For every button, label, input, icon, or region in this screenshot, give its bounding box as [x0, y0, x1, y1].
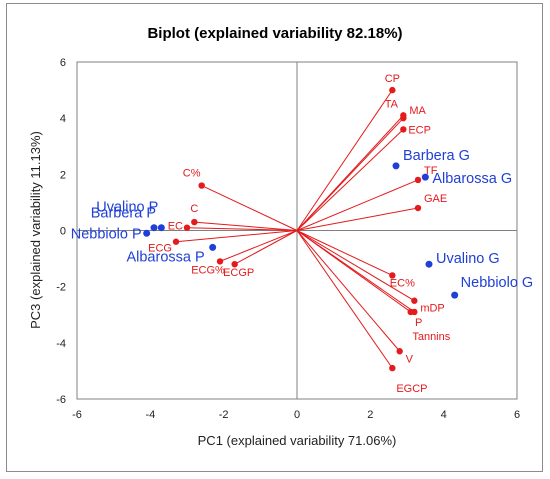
variable-label: CP	[385, 73, 400, 85]
observation-label: Nebbiolo P	[71, 226, 142, 242]
vector-tip-c	[191, 218, 198, 226]
vector-tip-ecg-	[216, 258, 224, 265]
x-tick-label: 0	[294, 409, 300, 421]
x-tick-label: 2	[367, 409, 373, 421]
vector-tip-tf	[414, 176, 422, 184]
observation-label: Uvalino G	[436, 251, 500, 267]
vector-tip-ma	[400, 114, 407, 122]
variable-vectors: CP TA MA ECP TF GAE C% C EC ECG ECG%ECGP EC% mDP P Tan…	[148, 73, 451, 395]
vector-ec-	[296, 230, 393, 276]
variable-label: C	[190, 203, 198, 215]
observation-point-albarossa-p	[209, 243, 217, 251]
vector-tip-v	[396, 348, 403, 355]
x-tick-label: -6	[72, 409, 82, 421]
vector-tip-cp	[389, 86, 396, 94]
chart-frame	[6, 3, 543, 472]
variable-label: ECG%	[191, 264, 225, 276]
vector-cp	[296, 89, 393, 231]
vector-tip-ec	[183, 224, 191, 231]
vector-tip-ecgp	[231, 261, 238, 268]
variable-label: EC%	[390, 277, 415, 289]
vector-c-	[201, 185, 298, 231]
vector-tip-gae	[414, 204, 422, 212]
variable-label: ECG	[148, 243, 172, 255]
x-tick-label: -4	[145, 409, 155, 421]
observation-point-uvalino-g	[425, 260, 433, 268]
observation-label: Albarossa G	[432, 171, 512, 187]
vector-c	[194, 221, 298, 231]
variable-label: EC	[168, 221, 183, 233]
y-tick-label: -2	[56, 282, 66, 294]
vector-tip-tannins	[411, 308, 418, 316]
vector-egcp	[296, 230, 393, 369]
vector-ecg	[175, 230, 298, 243]
vector-ecp	[296, 129, 404, 231]
vector-tip-ecg	[172, 238, 180, 245]
y-tick-label: -4	[56, 338, 66, 350]
observation-label: Albarossa P	[126, 249, 204, 265]
x-tick-label: -2	[219, 409, 229, 421]
vector-ma	[296, 117, 404, 231]
vector-v	[296, 230, 401, 352]
observation-point-nebbiolo-g	[451, 291, 459, 299]
observation-label: Barbera P	[91, 206, 156, 222]
observation-point-albarossa-g	[421, 173, 429, 181]
observation-point-uvalino-p	[157, 224, 165, 232]
y-axis-title: PC3 (explained variability 11.13%)	[28, 131, 43, 329]
variable-label: ECGP	[223, 267, 254, 279]
vector-mdp	[296, 230, 415, 302]
vector-ecgp	[234, 230, 298, 265]
y-tick-label: -6	[56, 394, 66, 406]
observation-point-nebbiolo-p	[143, 229, 151, 237]
vector-tannins	[296, 230, 415, 313]
variable-label: TA	[385, 98, 399, 110]
variable-label: ECP	[408, 124, 431, 136]
variable-label: EGCP	[396, 383, 427, 395]
vector-tf	[296, 179, 419, 231]
variable-label: mDP	[420, 303, 444, 315]
vector-tip-c-	[198, 182, 205, 189]
y-tick-label: 2	[60, 169, 66, 181]
vector-tip-ec-	[389, 272, 396, 279]
variable-label: V	[406, 353, 414, 365]
variable-label: C%	[183, 168, 201, 180]
tick-labels: -6 -4 -2 0 2 4 6 -6 -4 -2 0 2 4 6	[56, 57, 520, 421]
observation-label: Uvalino P	[96, 200, 158, 216]
vector-ecg-	[219, 230, 298, 262]
observation-label: Nebbiolo G	[461, 275, 534, 291]
observation-points: Barbera G Albarossa G Uvalino G Nebbiolo G U…	[71, 148, 533, 299]
chart-title: Biplot (explained variability 82.18%)	[147, 25, 402, 42]
variable-label: TF	[424, 165, 438, 177]
vector-tip-egcp	[389, 364, 396, 372]
vector-tip-ecp	[400, 126, 407, 133]
observation-point-barbera-p	[150, 224, 158, 232]
x-tick-label: 4	[441, 409, 447, 421]
y-tick-label: 4	[60, 113, 66, 125]
vector-ec	[186, 227, 298, 231]
variable-label: GAE	[424, 193, 447, 205]
x-axis-title: PC1 (explained variability 71.06%)	[198, 433, 397, 448]
variable-label: P	[415, 317, 422, 329]
y-tick-label: 0	[60, 226, 66, 238]
observation-label: Barbera G	[403, 148, 470, 164]
variable-label: Tannins	[412, 331, 450, 343]
vector-gae	[296, 207, 419, 231]
x-tick-label: 6	[514, 409, 520, 421]
variable-label: MA	[409, 105, 426, 117]
vector-tip-mdp	[411, 297, 418, 304]
observation-point-barbera-g	[392, 162, 400, 170]
y-tick-label: 6	[60, 57, 66, 69]
